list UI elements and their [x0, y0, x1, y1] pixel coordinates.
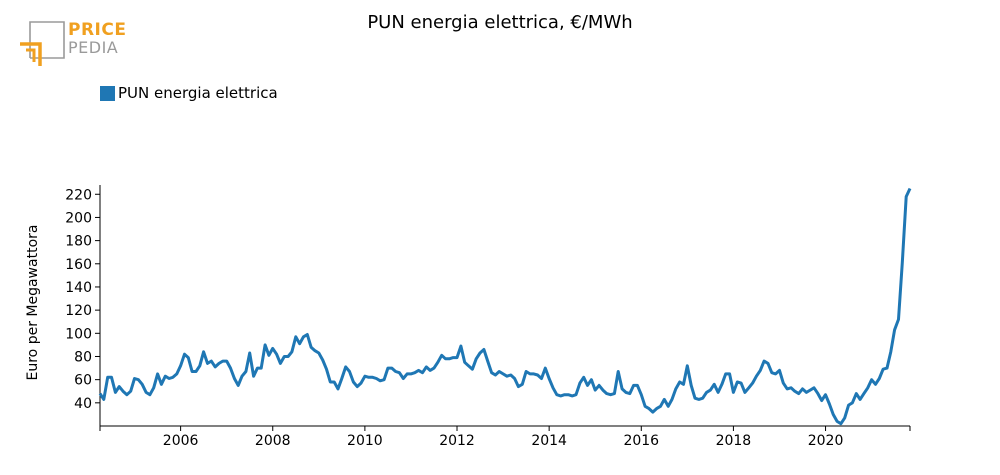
- chart-ticks: 40 60 80 100 120 140 160 180 200 220 2006 2008 2010 2…: [65, 187, 843, 449]
- y-tick-label: 60: [74, 373, 92, 389]
- x-tick-label: 2010: [347, 433, 383, 449]
- logo-bracket-outer: [20, 42, 42, 66]
- y-tick-label: 220: [65, 187, 92, 203]
- x-tick-label: 2014: [531, 433, 567, 449]
- pricepedia-logo: [20, 21, 65, 66]
- logo-text-price: PRICE: [68, 20, 127, 40]
- y-tick-label: 200: [65, 210, 92, 226]
- x-tick-label: 2020: [808, 433, 844, 449]
- x-tick-label: 2018: [716, 433, 752, 449]
- series-line-pun: [98, 187, 912, 426]
- chart-title: PUN energia elettrica, €/MWh: [367, 12, 633, 33]
- x-tick-label: 2006: [163, 433, 199, 449]
- y-axis-label: Euro per Megawattora: [25, 225, 41, 381]
- y-tick-label: 180: [65, 234, 92, 250]
- y-tick-label: 100: [65, 326, 92, 342]
- x-tick-label: 2016: [623, 433, 659, 449]
- logo-bracket-inner: [26, 48, 36, 62]
- y-tick-label: 160: [65, 257, 92, 273]
- legend: PUN energia elettrica: [100, 84, 278, 102]
- chart-axes: [99, 185, 911, 431]
- logo-frame: [29, 21, 65, 59]
- x-tick-label: 2008: [255, 433, 291, 449]
- logo-text-pedia: PEDIA: [68, 38, 119, 57]
- legend-label: PUN energia elettrica: [118, 84, 278, 102]
- y-tick-label: 120: [65, 303, 92, 319]
- legend-swatch: [100, 85, 115, 101]
- y-tick-label: 80: [74, 349, 92, 365]
- y-tick-label: 140: [65, 280, 92, 296]
- y-tick-label: 40: [74, 396, 92, 412]
- x-tick-label: 2012: [439, 433, 475, 449]
